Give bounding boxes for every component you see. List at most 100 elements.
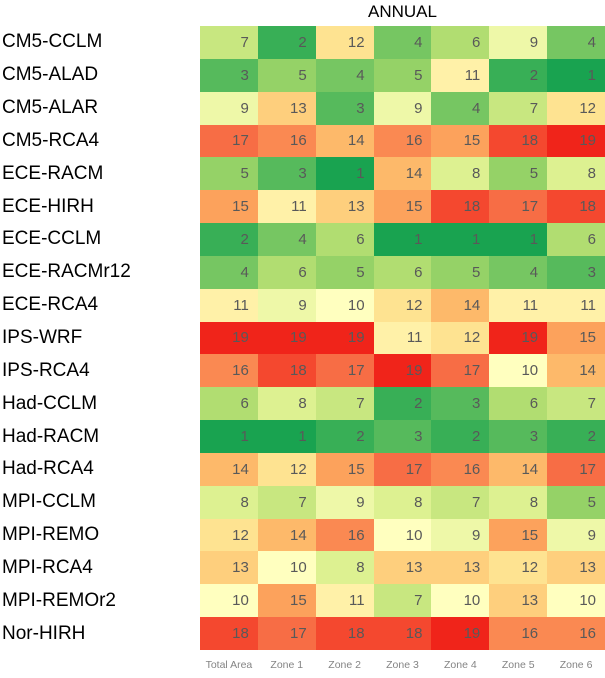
heatmap-cell: 5 xyxy=(547,485,605,519)
heatmap-cell: 2 xyxy=(489,58,548,92)
heatmap-cell: 18 xyxy=(315,617,374,650)
heatmap-cell: 9 xyxy=(431,518,490,552)
heatmap-cell: 5 xyxy=(315,255,374,289)
row-label: ECE-RACMr12 xyxy=(0,255,200,289)
heatmap-cell: 13 xyxy=(257,91,316,125)
row-label: ECE-CCLM xyxy=(0,223,200,256)
heatmap-cell: 3 xyxy=(315,91,374,125)
row-label: Had-RCA4 xyxy=(0,452,200,486)
heatmap-cell: 16 xyxy=(200,354,258,388)
row-label: IPS-RCA4 xyxy=(0,354,200,388)
heatmap-cell: 4 xyxy=(431,91,490,125)
row-label: CM5-RCA4 xyxy=(0,124,200,158)
heatmap-cell: 2 xyxy=(315,420,374,453)
heatmap-cell: 6 xyxy=(373,255,432,289)
x-axis: Total Area Zone 1 Zone 2 Zone 3 Zone 4 Zone 5… xyxy=(0,650,605,678)
heatmap-cell: 7 xyxy=(373,584,432,618)
heatmap-cell: 14 xyxy=(200,452,258,486)
row-label: ECE-RCA4 xyxy=(0,288,200,322)
x-axis-label: Zone 3 xyxy=(386,659,419,671)
heatmap-cell: 5 xyxy=(489,157,548,191)
heatmap-cell: 10 xyxy=(200,584,258,618)
heatmap-cell: 19 xyxy=(431,617,490,650)
heatmap-grid: CM5-CCLM 7 2 12 4 6 9 4 CM5-ALAD 3 5 4 5 11 2 1 CM5-ALAR… xyxy=(0,26,605,650)
heatmap-cell: 9 xyxy=(200,91,258,125)
axis-spacer xyxy=(0,650,200,678)
heatmap-cell: 1 xyxy=(200,420,258,453)
heatmap-cell: 12 xyxy=(257,452,316,486)
heatmap-cell: 12 xyxy=(547,91,605,125)
heatmap-cell: 4 xyxy=(489,255,548,289)
heatmap-cell: 12 xyxy=(200,518,258,552)
heatmap-cell: 19 xyxy=(315,321,374,355)
heatmap-cell: 17 xyxy=(489,190,548,224)
heatmap-cell: 17 xyxy=(547,452,605,486)
row-label: MPI-RCA4 xyxy=(0,551,200,585)
x-axis-label: Zone 6 xyxy=(559,659,593,671)
heatmap-cell: 8 xyxy=(315,551,374,585)
heatmap-cell: 14 xyxy=(547,354,605,388)
heatmap-cell: 6 xyxy=(200,387,258,421)
heatmap-cell: 15 xyxy=(489,518,548,552)
heatmap-cell: 17 xyxy=(257,617,316,650)
row-label: MPI-CCLM xyxy=(0,485,200,519)
heatmap-cell: 17 xyxy=(200,124,258,158)
row-label: CM5-ALAR xyxy=(0,91,200,125)
heatmap-cell: 17 xyxy=(431,354,490,388)
heatmap-cell: 8 xyxy=(547,157,605,191)
heatmap-cell: 10 xyxy=(431,584,490,618)
heatmap-cell: 11 xyxy=(315,584,374,618)
heatmap-cell: 15 xyxy=(373,190,432,224)
heatmap-cell: 11 xyxy=(489,288,548,322)
row-label: Had-RACM xyxy=(0,420,200,453)
heatmap-cell: 2 xyxy=(431,420,490,453)
heatmap-cell: 16 xyxy=(257,124,316,158)
heatmap-cell: 19 xyxy=(200,321,258,355)
heatmap-cell: 14 xyxy=(431,288,490,322)
row-label: ECE-HIRH xyxy=(0,190,200,224)
heatmap-cell: 5 xyxy=(373,58,432,92)
heatmap-cell: 9 xyxy=(373,91,432,125)
heatmap-cell: 12 xyxy=(315,26,374,59)
heatmap-cell: 7 xyxy=(431,485,490,519)
heatmap-cell: 15 xyxy=(257,584,316,618)
heatmap-cell: 4 xyxy=(257,223,316,256)
row-label: CM5-ALAD xyxy=(0,58,200,92)
heatmap-cell: 9 xyxy=(547,518,605,552)
heatmap-cell: 16 xyxy=(547,617,605,650)
heatmap-cell: 10 xyxy=(489,354,548,388)
heatmap-cell: 4 xyxy=(373,26,432,59)
heatmap-cell: 5 xyxy=(257,58,316,92)
heatmap-cell: 10 xyxy=(373,518,432,552)
heatmap-cell: 18 xyxy=(547,190,605,224)
heatmap-cell: 13 xyxy=(547,551,605,585)
heatmap-cell: 4 xyxy=(315,58,374,92)
heatmap-cell: 16 xyxy=(431,452,490,486)
heatmap-cell: 8 xyxy=(373,485,432,519)
heatmap-cell: 18 xyxy=(200,617,258,650)
heatmap-cell: 8 xyxy=(489,485,548,519)
heatmap-cell: 1 xyxy=(257,420,316,453)
heatmap-cell: 19 xyxy=(373,354,432,388)
heatmap-cell: 13 xyxy=(373,551,432,585)
heatmap-cell: 1 xyxy=(373,223,432,256)
heatmap-cell: 18 xyxy=(489,124,548,158)
heatmap-cell: 10 xyxy=(257,551,316,585)
heatmap-cell: 15 xyxy=(431,124,490,158)
heatmap-cell: 13 xyxy=(489,584,548,618)
heatmap-cell: 13 xyxy=(315,190,374,224)
chart-title: ANNUAL xyxy=(368,2,437,21)
heatmap-cell: 17 xyxy=(373,452,432,486)
heatmap-cell: 4 xyxy=(547,26,605,59)
x-axis-label: Total Area xyxy=(205,659,253,671)
heatmap-cell: 11 xyxy=(547,288,605,322)
heatmap-cell: 7 xyxy=(200,26,258,59)
row-label: Had-CCLM xyxy=(0,387,200,421)
heatmap-cell: 19 xyxy=(547,124,605,158)
heatmap-cell: 14 xyxy=(489,452,548,486)
heatmap-cell: 1 xyxy=(547,58,605,92)
heatmap-cell: 18 xyxy=(257,354,316,388)
heatmap-cell: 15 xyxy=(200,190,258,224)
heatmap-cell: 10 xyxy=(547,584,605,618)
heatmap-cell: 3 xyxy=(489,420,548,453)
